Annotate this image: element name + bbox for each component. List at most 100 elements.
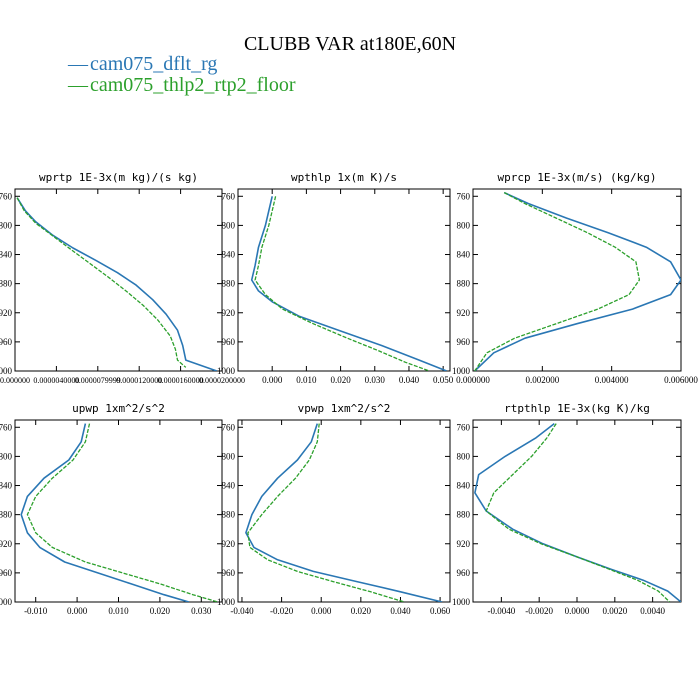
y-tick-label: 840 bbox=[222, 250, 236, 260]
chart-title: vpwp 1xm^2/s^2 bbox=[298, 402, 391, 415]
series-line-1 bbox=[474, 422, 681, 602]
plot-frame bbox=[237, 188, 451, 372]
y-tick-label: 920 bbox=[0, 308, 13, 318]
plot-frame bbox=[237, 419, 451, 603]
y-tick-label: 800 bbox=[222, 451, 236, 461]
y-tick-label: 760 bbox=[222, 191, 236, 201]
y-tick-label: 800 bbox=[457, 451, 471, 461]
figure-title: CLUBB VAR at180E,60N bbox=[244, 33, 456, 55]
y-tick-label: 760 bbox=[0, 191, 13, 201]
x-tick-label: 0.010 bbox=[108, 606, 129, 616]
y-tick-label: 880 bbox=[457, 510, 471, 520]
x-tick-label: 0.004000 bbox=[595, 375, 629, 385]
x-tick-label: 0.002000 bbox=[525, 375, 559, 385]
y-tick-label: 760 bbox=[457, 191, 471, 201]
x-tick-label: 0.030 bbox=[191, 606, 212, 616]
chart-title: upwp 1xm^2/s^2 bbox=[72, 402, 165, 415]
y-tick-label: 760 bbox=[222, 422, 236, 432]
chart-panel-6: rtpthlp 1E-3x(kg K)/kg 760 800 840 880 920 960… bbox=[452, 402, 682, 616]
x-tick-label: 0.060 bbox=[430, 606, 451, 616]
y-tick-label: 1000 bbox=[452, 597, 471, 607]
y-tick-label: 960 bbox=[0, 337, 13, 347]
y-tick-label: 920 bbox=[457, 308, 471, 318]
y-tick-label: 800 bbox=[457, 220, 471, 230]
series-line-1 bbox=[16, 197, 218, 371]
chart-panel-4: upwp 1xm^2/s^2 760 800 840 880 920 960 1000 -0.0… bbox=[0, 402, 223, 616]
plot-frame bbox=[14, 188, 223, 372]
y-tick-label: 960 bbox=[222, 568, 236, 578]
y-tick-label: 920 bbox=[457, 539, 471, 549]
x-tick-label: 0.050 bbox=[433, 375, 454, 385]
x-tick-label: 0.040 bbox=[390, 606, 411, 616]
y-tick-label: 920 bbox=[222, 308, 236, 318]
x-tick-label: 0.000 bbox=[67, 606, 88, 616]
y-tick-label: 960 bbox=[222, 337, 236, 347]
chart-title: wpthlp 1x(m K)/s bbox=[291, 171, 397, 184]
series-line-2 bbox=[16, 197, 187, 368]
chart-title: wprtp 1E-3x(m kg)/(s kg) bbox=[39, 171, 198, 184]
x-tick-label: 0.020 bbox=[351, 606, 372, 616]
y-tick-label: 800 bbox=[0, 451, 13, 461]
x-tick-label: 0.030 bbox=[365, 375, 386, 385]
y-tick-label: 880 bbox=[0, 510, 13, 520]
y-tick-label: 800 bbox=[222, 220, 236, 230]
x-tick-label: 0.020 bbox=[330, 375, 351, 385]
y-tick-label: 1000 bbox=[452, 366, 471, 376]
series-line-1 bbox=[250, 196, 447, 371]
x-tick-label: 0.000 bbox=[262, 375, 283, 385]
x-tick-label: 0.0000120000 bbox=[116, 376, 162, 385]
x-tick-label: 0.006000 bbox=[664, 375, 698, 385]
series-line-2 bbox=[254, 196, 430, 371]
y-tick-label: 960 bbox=[0, 568, 13, 578]
y-tick-label: 960 bbox=[457, 337, 471, 347]
y-tick-label: 880 bbox=[222, 510, 236, 520]
x-tick-label: 0.0000160000 bbox=[158, 376, 204, 385]
y-tick-label: 840 bbox=[457, 250, 471, 260]
series-line-2 bbox=[26, 423, 219, 602]
y-tick-label: 760 bbox=[0, 422, 13, 432]
series-line-2 bbox=[474, 192, 641, 371]
legend-label-2: cam075_thlp2_rtp2_floor bbox=[90, 74, 296, 96]
y-tick-label: 840 bbox=[0, 250, 13, 260]
chart-title: rtpthlp 1E-3x(kg K)/kg bbox=[504, 402, 650, 415]
series-line-2 bbox=[485, 423, 671, 602]
x-tick-label: 0.0000 bbox=[565, 606, 590, 616]
chart-title: wprcp 1E-3x(m/s) (kg/kg) bbox=[498, 171, 657, 184]
x-tick-label: -0.0040 bbox=[487, 606, 515, 616]
y-tick-label: 840 bbox=[222, 481, 236, 491]
plot-frame bbox=[472, 419, 682, 603]
x-tick-label: 0.000 bbox=[311, 606, 332, 616]
x-tick-label: 0.0040 bbox=[640, 606, 665, 616]
chart-panel-1: wprtp 1E-3x(m kg)/(s kg) 760 800 840 880 920 9… bbox=[0, 171, 245, 385]
x-tick-label: -0.040 bbox=[230, 606, 254, 616]
legend-line-1: — bbox=[67, 53, 89, 75]
y-tick-label: 960 bbox=[457, 568, 471, 578]
x-tick-label: 0.010 bbox=[296, 375, 317, 385]
chart-panel-5: vpwp 1xm^2/s^27608008408809209601000-0.0… bbox=[217, 402, 451, 616]
figure-legend: — cam075_dflt_rg — cam075_thlp2_rtp2_flo… bbox=[67, 53, 296, 96]
y-tick-label: 760 bbox=[457, 422, 471, 432]
x-tick-label: -0.0020 bbox=[525, 606, 553, 616]
y-tick-label: 920 bbox=[0, 539, 13, 549]
y-tick-label: 1000 bbox=[0, 597, 13, 607]
x-tick-label: 0.000000 bbox=[0, 376, 30, 385]
y-tick-label: 880 bbox=[222, 279, 236, 289]
x-tick-label: -0.010 bbox=[24, 606, 48, 616]
x-tick-label: 0.0000079999 bbox=[75, 376, 121, 385]
y-tick-label: 840 bbox=[0, 481, 13, 491]
plot-frame bbox=[14, 419, 223, 603]
y-tick-label: 1000 bbox=[217, 366, 236, 376]
y-tick-label: 1000 bbox=[0, 366, 13, 376]
x-tick-label: 0.0000200000 bbox=[199, 376, 245, 385]
series-line-1 bbox=[20, 423, 190, 602]
legend-label-1: cam075_dflt_rg bbox=[90, 53, 217, 75]
series-line-2 bbox=[247, 423, 405, 602]
x-tick-label: 0.020 bbox=[150, 606, 171, 616]
x-tick-label: 0.0020 bbox=[602, 606, 627, 616]
y-tick-label: 1000 bbox=[217, 597, 236, 607]
legend-line-2: — bbox=[67, 74, 89, 96]
y-tick-label: 880 bbox=[457, 279, 471, 289]
series-line-1 bbox=[245, 423, 443, 602]
x-tick-label: 0.0000040000 bbox=[33, 376, 79, 385]
